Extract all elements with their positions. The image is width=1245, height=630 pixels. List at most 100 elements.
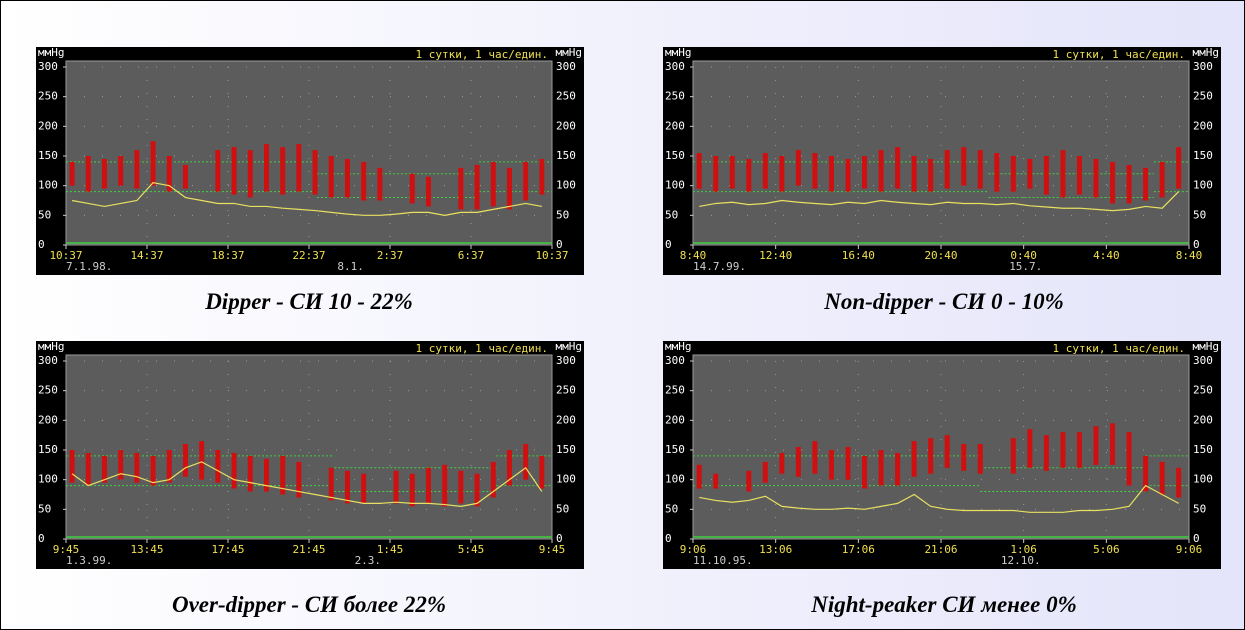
caption: Night-peaker СИ менее 0%	[644, 592, 1244, 618]
range-bar	[730, 156, 735, 189]
range-bar	[1176, 468, 1181, 498]
range-bar	[961, 147, 966, 186]
range-bar	[264, 144, 269, 191]
range-bar	[1060, 150, 1065, 197]
range-bar	[70, 162, 75, 186]
range-bar	[1160, 162, 1165, 198]
range-bar	[313, 150, 318, 195]
y-tick-label: 150	[665, 443, 685, 456]
x-tick-label: 16:40	[842, 249, 875, 262]
range-bar	[523, 162, 528, 201]
y2-tick-label: 150	[556, 149, 576, 162]
y2-tick-label: 100	[556, 473, 576, 486]
x-tick-label: 2:37	[377, 249, 404, 262]
y2-tick-label: 200	[556, 413, 576, 426]
header: 1 сутки, 1 час/един.	[416, 48, 548, 61]
range-bar	[539, 159, 544, 195]
x-tick-label: 17:45	[211, 543, 244, 556]
date-label: 12.10.	[1001, 554, 1041, 567]
y-tick-label: 100	[665, 473, 685, 486]
x-tick-label: 21:06	[924, 543, 957, 556]
range-bar	[895, 453, 900, 486]
range-bar	[928, 159, 933, 192]
range-bar	[912, 156, 917, 192]
range-bar	[994, 153, 999, 192]
x-tick-label: 9:45	[539, 543, 566, 556]
range-bar	[280, 147, 285, 194]
range-bar	[1143, 168, 1148, 201]
x-tick-label: 18:37	[211, 249, 244, 262]
y-axis-label: ммHg	[665, 341, 692, 353]
y-tick-label: 50	[665, 208, 678, 221]
range-bar	[1027, 429, 1032, 468]
y2-axis-label: ммHg	[556, 341, 583, 353]
range-bar	[961, 444, 966, 471]
range-bar	[1094, 426, 1099, 465]
y-tick-label: 300	[665, 354, 685, 367]
x-tick-label: 13:45	[130, 543, 163, 556]
y-tick-label: 250	[38, 90, 58, 103]
range-bar	[215, 150, 220, 192]
y2-tick-label: 50	[556, 208, 569, 221]
y-tick-label: 200	[38, 119, 58, 132]
x-tick-label: 9:06	[1176, 543, 1203, 556]
y-tick-label: 50	[665, 502, 678, 515]
y2-tick-label: 250	[1193, 90, 1213, 103]
header: 1 сутки, 1 час/един.	[1053, 48, 1185, 61]
range-bar	[410, 174, 415, 204]
range-bar	[978, 444, 983, 474]
header: 1 сутки, 1 час/един.	[416, 342, 548, 355]
range-bar	[763, 153, 768, 189]
date-label: 15.7.	[1009, 260, 1042, 273]
range-bar	[1127, 432, 1132, 485]
range-bar	[829, 450, 834, 480]
range-bar	[1127, 165, 1132, 204]
range-bar	[879, 450, 884, 486]
y-tick-label: 50	[38, 502, 51, 515]
range-bar	[1176, 147, 1181, 189]
range-bar	[199, 441, 204, 480]
y-tick-label: 150	[665, 149, 685, 162]
range-bar	[329, 156, 334, 198]
y2-tick-label: 150	[556, 443, 576, 456]
range-bar	[796, 150, 801, 186]
x-tick-label: 8:40	[1176, 249, 1203, 262]
y-tick-label: 300	[665, 60, 685, 73]
header: 1 сутки, 1 час/един.	[1053, 342, 1185, 355]
caption: Non-dipper - СИ 0 - 10%	[644, 289, 1244, 315]
range-bar	[70, 450, 75, 483]
date-label: 11.10.95.	[693, 554, 753, 567]
y2-tick-label: 50	[1193, 208, 1206, 221]
y2-tick-label: 50	[1193, 502, 1206, 515]
range-bar	[862, 456, 867, 489]
range-bar	[442, 465, 447, 507]
range-bar	[426, 468, 431, 504]
range-bar	[713, 474, 718, 489]
y-tick-label: 0	[38, 532, 45, 545]
range-bar	[1011, 156, 1016, 192]
range-bar	[523, 444, 528, 480]
range-bar	[215, 450, 220, 483]
range-bar	[296, 144, 301, 191]
range-bar	[183, 165, 188, 189]
y-tick-label: 100	[38, 473, 58, 486]
y2-tick-label: 300	[556, 60, 576, 73]
caption: Over-dipper - СИ более 22%	[9, 592, 609, 618]
range-bar	[183, 444, 188, 477]
y2-tick-label: 250	[1193, 384, 1213, 397]
y-tick-label: 150	[38, 443, 58, 456]
range-bar	[410, 474, 415, 507]
y2-axis-label: ммHg	[1193, 47, 1220, 59]
range-bar	[86, 453, 91, 486]
range-bar	[697, 153, 702, 189]
range-bar	[1110, 423, 1115, 465]
range-bar	[134, 453, 139, 483]
x-tick-label: 10:37	[535, 249, 568, 262]
y-axis-label: ммHg	[38, 341, 65, 353]
range-bar	[248, 456, 253, 492]
range-bar	[507, 168, 512, 210]
range-bar	[491, 162, 496, 207]
range-bar	[1160, 462, 1165, 495]
